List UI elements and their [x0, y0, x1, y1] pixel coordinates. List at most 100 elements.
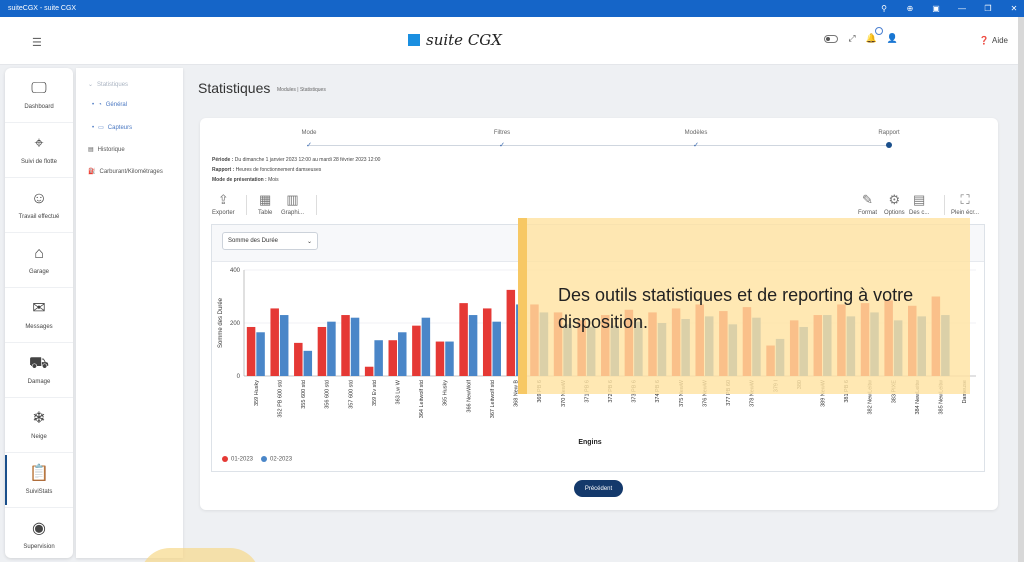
bar [421, 317, 431, 376]
sidebar-item-label: Travail effectué [18, 214, 60, 220]
bullet-icon: • [92, 102, 95, 108]
bar [398, 332, 407, 376]
step-mode-label[interactable]: Mode [301, 130, 317, 136]
submenu-item-general[interactable]: • ◔ Général [92, 102, 127, 108]
x-tick-label: 365 Husky [443, 380, 449, 406]
bullet-icon: • [92, 124, 95, 131]
chart-icon: ◔ [98, 102, 102, 108]
options-button[interactable]: ⚙ Options [884, 192, 905, 216]
des-button[interactable]: ▤ Des c... [909, 192, 929, 216]
sidebar-item-suivistats[interactable]: 📋 SuiviStats [5, 453, 73, 508]
submenu-item-capteurs[interactable]: • ▭ Capteurs [92, 124, 133, 132]
breadcrumb[interactable]: Modules | Statistiques [277, 87, 326, 93]
sidebar-item-messages[interactable]: ✉ Messages [5, 288, 73, 343]
envelope-icon: ✉ [32, 300, 46, 317]
bar [303, 350, 313, 376]
submenu-item-label: Carburant/Kilométrages [99, 168, 163, 175]
worker-icon: ☺ [30, 190, 48, 207]
legend-item-02-2023[interactable]: 02-2023 [261, 456, 292, 463]
info-periode-value: Du dimanche 1 janvier 2023 12:00 au mard… [234, 157, 381, 163]
sidebar-item-suivi-flotte[interactable]: ⌖ Suivi de flotte [5, 123, 73, 178]
sidebar-item-dashboard[interactable]: 🖵 Dashboard [5, 68, 73, 123]
previous-button[interactable]: Précédent [574, 480, 623, 497]
table-button[interactable]: ▦ Table [258, 192, 272, 216]
step-rapport-label[interactable]: Rapport [878, 130, 900, 136]
main-sidebar: 🖵 Dashboard ⌖ Suivi de flotte ☺ Travail … [5, 68, 73, 558]
measure-select-value: Somme des Durée [228, 238, 279, 244]
maximize-button[interactable]: ❐ [984, 4, 992, 13]
sidebar-item-neige[interactable]: ❄ Neige [5, 398, 73, 453]
bar [374, 340, 383, 376]
fullscreen-button[interactable]: ⛶ Plein écr... [951, 192, 979, 216]
fullscreen-icon[interactable]: ⤢ [848, 33, 856, 43]
toolbar-divider [944, 195, 945, 215]
sidebar-item-label: Suivi de flotte [20, 159, 58, 165]
export-icon: ⇪ [217, 192, 229, 207]
submenu-item-carburant[interactable]: ⛽ Carburant/Kilométrages [88, 168, 163, 176]
sidebar-item-supervision[interactable]: ◉ Supervision [5, 508, 73, 558]
submenu-item-label: Historique [97, 146, 125, 153]
user-icon[interactable]: 👤 [886, 33, 898, 43]
sidebar-item-label: Messages [25, 324, 53, 330]
info-periode-label: Période : [212, 157, 234, 163]
info-mode-value: Mois [268, 177, 279, 183]
window-titlebar: suiteCGX - suite CGX ⚲ ⊕ ▣ — ❐ ✕ [0, 0, 1024, 17]
help-link[interactable]: ❓ Aide [979, 36, 1008, 45]
bar-chart-icon: ▥ [286, 192, 299, 207]
export-button[interactable]: ⇪ Exporter [212, 192, 235, 216]
bar [364, 366, 374, 376]
bar [468, 315, 478, 376]
format-icon: ✎ [862, 192, 873, 207]
y-axis-label: Somme des Durée [218, 297, 224, 348]
step-filtres-label[interactable]: Filtres [493, 130, 511, 136]
y-tick-label: 0 [237, 374, 241, 380]
stepper-track [309, 145, 889, 146]
step-check-icon: ✓ [499, 142, 505, 149]
x-tick-label: 385 NewLeitw [939, 380, 945, 415]
hamburger-icon[interactable]: ☰ [32, 37, 42, 49]
theme-toggle[interactable] [824, 34, 839, 43]
info-rapport: Rapport : Heures de fonctionnement damse… [212, 167, 321, 173]
submenu-item-label: Capteurs [107, 124, 133, 131]
submenu-section-statistiques[interactable]: ⌄ Statistiques [88, 81, 128, 89]
bar [327, 321, 336, 376]
bar [317, 326, 327, 376]
step-modeles-label[interactable]: Modèles [684, 130, 708, 136]
close-button[interactable]: ✕ [1010, 4, 1018, 13]
graph-button[interactable]: ▥ Graphi... [281, 192, 304, 216]
bar [341, 315, 350, 376]
bar [246, 326, 256, 376]
sidebar-item-travail-effectue[interactable]: ☺ Travail effectué [5, 178, 73, 233]
sidebar-item-garage[interactable]: ⌂ Garage [5, 233, 73, 288]
key-icon[interactable]: ⚲ [881, 4, 887, 13]
measure-select[interactable]: Somme des Durée ⌄ [222, 232, 318, 250]
table-icon: ▦ [259, 192, 272, 207]
vertical-scrollbar[interactable] [1018, 17, 1024, 562]
minimize-button[interactable]: — [958, 4, 966, 13]
legend-item-01-2023[interactable]: 01-2023 [222, 456, 253, 463]
format-button[interactable]: ✎ Format [858, 192, 877, 216]
bar [482, 308, 492, 376]
logo-text: suite CGX [426, 31, 502, 49]
info-periode: Période : Du dimanche 1 janvier 2023 12:… [212, 157, 380, 163]
sidebar-item-damage[interactable]: ⛟ Damage [5, 343, 73, 398]
x-tick-label: 384 NewLeitw [915, 380, 921, 415]
x-tick-label: 363 Lw W [395, 379, 401, 404]
bar [279, 315, 289, 376]
screen-icon[interactable]: ▣ [932, 4, 940, 13]
sidebar-item-label: SuiviStats [25, 489, 53, 495]
options-label: Options [884, 210, 905, 216]
submenu-item-historique[interactable]: ▤ Historique [88, 146, 125, 154]
window-title: suiteCGX - suite CGX [8, 5, 77, 12]
sidebar-item-label: Garage [28, 269, 49, 275]
expand-icon: ⛶ [960, 192, 970, 207]
fuel-icon: ⛽ [88, 169, 96, 175]
info-rapport-value: Heures de fonctionnement damseuses [235, 167, 322, 173]
table-label: Table [258, 210, 273, 216]
notification-icon[interactable]: 🔔 [866, 27, 883, 44]
submenu-panel [76, 68, 183, 558]
step-current-dot [886, 142, 892, 148]
caption-text: Des outils statistiques et de reporting … [558, 285, 914, 332]
x-tick-label: 359 Husky [254, 380, 260, 406]
zoom-icon[interactable]: ⊕ [906, 4, 914, 13]
